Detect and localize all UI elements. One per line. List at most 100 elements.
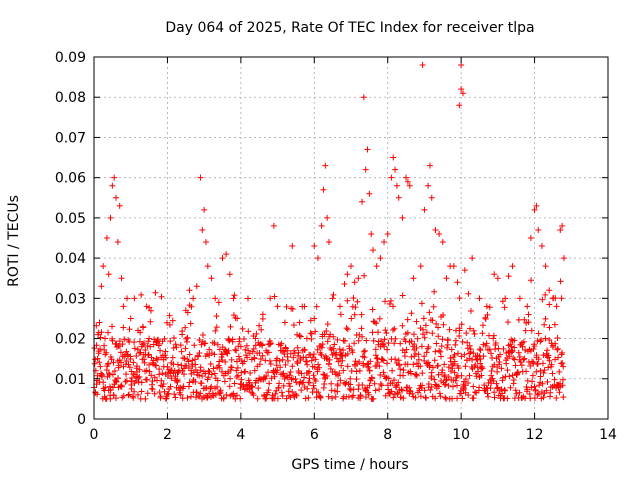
data-point (164, 363, 171, 370)
data-point (134, 346, 141, 353)
data-point (265, 369, 272, 376)
data-point (521, 316, 528, 323)
data-point (266, 380, 273, 387)
x-tick-label: 8 (383, 427, 392, 443)
data-point (347, 375, 354, 382)
data-point (352, 358, 359, 365)
data-point (218, 368, 225, 375)
data-point (262, 395, 269, 402)
data-point (418, 384, 425, 391)
data-point (385, 375, 392, 382)
data-point (483, 340, 490, 347)
data-point (304, 361, 311, 368)
data-point (306, 375, 313, 382)
data-point (515, 369, 522, 376)
data-point (395, 194, 402, 201)
data-point (303, 335, 310, 342)
data-point (183, 335, 190, 342)
x-tick-label: 0 (90, 427, 99, 443)
data-point (480, 322, 487, 329)
data-point (126, 326, 133, 333)
data-point (461, 385, 468, 392)
data-point (259, 352, 266, 359)
data-point (341, 280, 348, 287)
data-point (205, 367, 212, 374)
data-point (438, 343, 445, 350)
data-point (253, 330, 260, 337)
data-point (109, 323, 116, 330)
data-point (162, 354, 169, 361)
data-point (534, 391, 541, 398)
data-point (494, 384, 501, 391)
data-point (208, 383, 215, 390)
data-point (181, 355, 188, 362)
data-point (337, 311, 344, 318)
data-point (107, 395, 114, 402)
data-point (397, 340, 404, 347)
data-point (220, 394, 227, 401)
data-point (408, 310, 415, 317)
data-point (180, 383, 187, 390)
data-point (389, 326, 396, 333)
data-point (307, 330, 314, 337)
data-point (535, 390, 542, 397)
data-point (134, 391, 141, 398)
data-point (321, 372, 328, 379)
y-tick-label: 0.06 (55, 171, 86, 187)
data-point (479, 330, 486, 337)
data-point (296, 319, 303, 326)
data-point (301, 303, 308, 310)
data-point (353, 368, 360, 375)
data-point (558, 295, 565, 302)
data-point (340, 347, 347, 354)
data-point (390, 154, 397, 161)
data-point (432, 395, 439, 402)
data-point (318, 222, 325, 229)
data-point (535, 226, 542, 233)
data-point (406, 182, 413, 189)
data-point (118, 275, 125, 282)
data-point (252, 335, 259, 342)
data-point (469, 255, 476, 262)
data-point (501, 304, 508, 311)
data-point (113, 194, 120, 201)
data-point (250, 392, 257, 399)
data-point (536, 382, 543, 389)
data-point (557, 278, 564, 285)
data-point (542, 291, 549, 298)
data-point (327, 331, 334, 338)
data-point (271, 293, 278, 300)
data-point (373, 263, 380, 270)
data-point (324, 356, 331, 363)
data-point (406, 384, 413, 391)
data-point (467, 307, 474, 314)
data-point (347, 381, 354, 388)
data-point (488, 367, 495, 374)
data-point (370, 395, 377, 402)
data-point (391, 325, 398, 332)
data-point (374, 359, 381, 366)
data-point (404, 178, 411, 185)
data-point (159, 383, 166, 390)
data-point (169, 354, 176, 361)
data-point (355, 337, 362, 344)
data-point (491, 394, 498, 401)
data-point (97, 363, 104, 370)
data-point (421, 334, 428, 341)
data-point (145, 338, 152, 345)
data-point (305, 394, 312, 401)
data-point (552, 340, 559, 347)
data-point (289, 243, 296, 250)
data-point (475, 368, 482, 375)
data-point (538, 389, 545, 396)
data-point (272, 391, 279, 398)
data-point (542, 335, 549, 342)
data-point (320, 186, 327, 193)
data-point (281, 319, 288, 326)
data-point (431, 357, 438, 364)
data-point (404, 329, 411, 336)
data-point (147, 343, 154, 350)
data-point (317, 393, 324, 400)
data-point (235, 372, 242, 379)
data-point (265, 349, 272, 356)
